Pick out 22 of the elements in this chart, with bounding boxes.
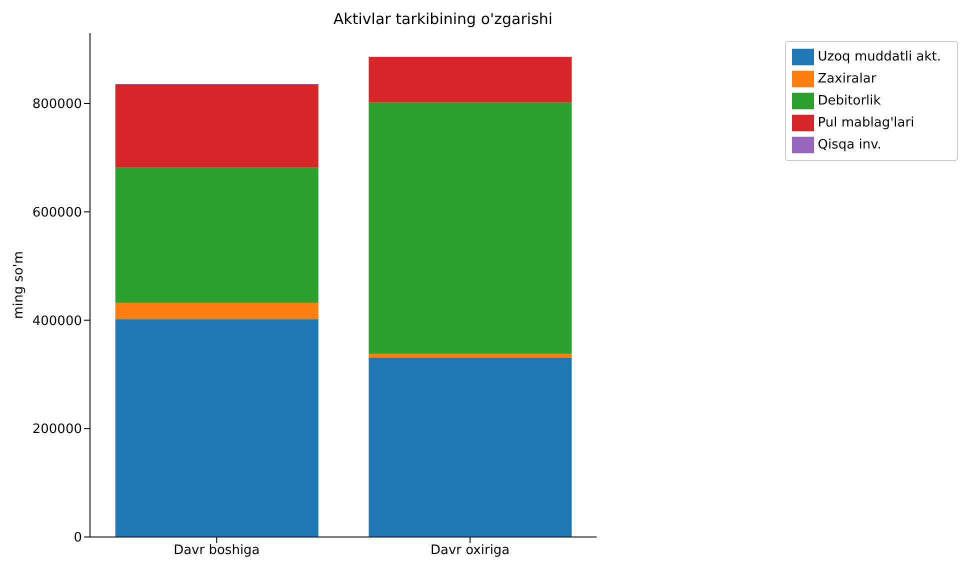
bar [368,102,572,354]
x-tick-label: Davr boshiga [174,543,260,558]
legend-label: Zaxiralar [818,72,876,87]
bar [115,167,318,303]
chart-title: Aktivlar tarkibining o'zgarishi [332,10,554,28]
x-tick-label: Davr oxiriga [430,543,510,558]
bar [115,319,318,537]
bar [368,358,572,537]
y-axis-title: ming so'm [12,251,27,319]
bar [115,84,318,168]
y-tick-label: 400000 [32,314,82,329]
bar [115,302,318,320]
legend-label: Qisqa inv. [818,138,882,153]
y-tick-label: 0 [74,530,82,546]
legend-label: Debitorlik [818,94,881,109]
y-tick-label: 200000 [32,422,82,438]
bar [368,354,572,358]
y-tick-label: 800000 [32,97,82,112]
legend-label: Uzoq muddatli akt. [818,50,941,65]
legend-label: Pul mablag'lari [818,116,914,131]
y-tick-label: 600000 [32,205,82,220]
bar [368,56,572,102]
